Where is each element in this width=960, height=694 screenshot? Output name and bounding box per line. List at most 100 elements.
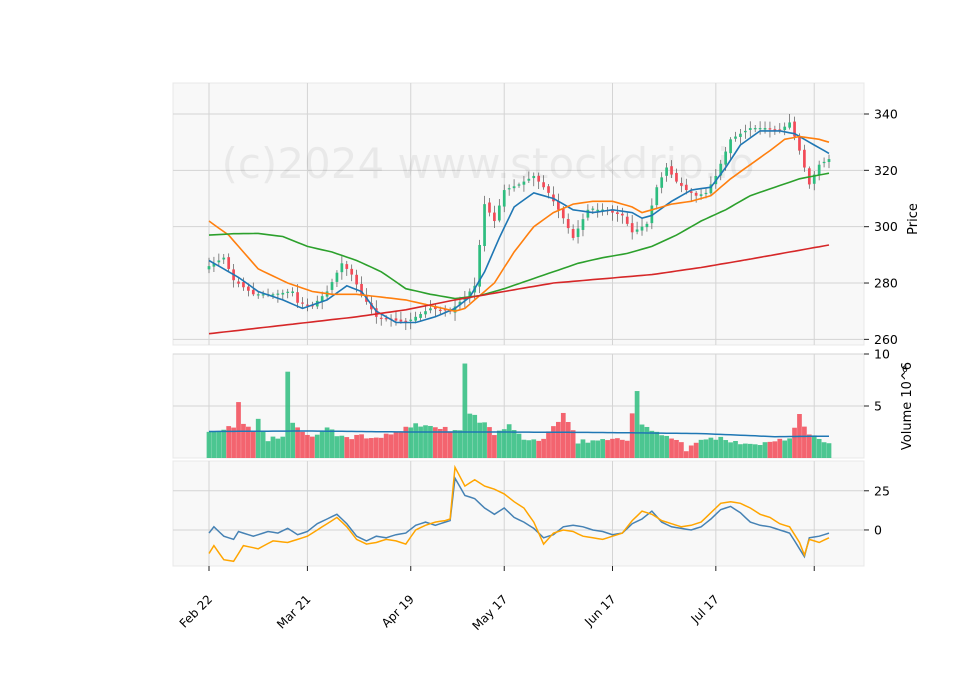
volume-bar — [762, 442, 768, 458]
volume-bar — [752, 444, 758, 458]
volume-bar — [738, 444, 743, 458]
volume-bar — [718, 436, 724, 458]
volume-average-line — [209, 430, 829, 438]
volume-bar — [496, 430, 502, 458]
candle-body — [261, 294, 265, 296]
volume-bar — [305, 434, 310, 458]
volume-bar — [742, 443, 748, 458]
candle-body — [409, 319, 413, 322]
candle-body — [630, 223, 634, 233]
candle-body — [827, 159, 831, 162]
x-tick-label: Jul 17 — [688, 592, 722, 626]
candle-body — [330, 282, 334, 290]
volume-bar — [482, 422, 487, 458]
volume-bar — [393, 431, 399, 458]
candle-body — [576, 228, 580, 237]
volume-bar — [270, 436, 276, 458]
candle-body — [433, 306, 437, 310]
candle-body — [640, 226, 644, 231]
watermark-text: (c)2024 www.stockdrip.io — [221, 139, 754, 188]
volume-bar — [595, 440, 601, 458]
volume-bar — [708, 437, 714, 458]
volume-bar — [590, 440, 596, 458]
volume-bar — [334, 436, 340, 458]
candle-body — [488, 202, 491, 213]
candle-body — [768, 128, 772, 130]
volume-bars — [206, 363, 832, 458]
volume-bar — [570, 430, 576, 458]
candle-body — [242, 282, 245, 288]
volume-bar — [246, 426, 251, 458]
candle-body — [414, 316, 418, 321]
volume-bar — [373, 437, 379, 458]
oscillator-line-b — [208, 464, 830, 563]
volume-bar — [216, 431, 222, 458]
candle-body — [719, 163, 723, 176]
volume-bar — [354, 434, 359, 458]
price-y-tick-label: 320 — [874, 163, 898, 178]
volume-bar — [378, 437, 384, 458]
volume-bar — [285, 371, 291, 458]
x-tick-label: Apr 19 — [379, 592, 417, 630]
volume-bar — [295, 427, 300, 458]
volume-bar — [526, 440, 532, 458]
volume-bar — [516, 433, 522, 458]
candle-body — [424, 311, 427, 315]
volume-bar — [324, 427, 330, 458]
volume-bar — [728, 442, 733, 458]
volume-bar — [639, 424, 645, 458]
candle-body — [724, 151, 728, 165]
candle-body — [680, 183, 683, 186]
volume-bar — [226, 426, 232, 458]
volume-bar — [674, 439, 679, 458]
candle-body — [817, 164, 821, 176]
price-y-tick-label: 260 — [874, 332, 898, 347]
candle-body — [532, 175, 536, 179]
candle-body — [635, 229, 639, 232]
volume-bar — [560, 412, 566, 458]
volume-bar — [580, 439, 586, 458]
volume-bar — [610, 438, 615, 458]
volume-bar — [314, 434, 320, 458]
volume-bar — [236, 402, 241, 458]
volume-bar — [428, 425, 433, 458]
volume-bar — [423, 425, 428, 458]
candle-body — [561, 208, 565, 219]
volume-bar — [388, 434, 394, 458]
volume-bar — [319, 431, 325, 458]
price-y-tick-label: 300 — [874, 219, 898, 234]
volume-bar — [344, 437, 350, 458]
candle-body — [571, 229, 575, 238]
volume-bar — [772, 441, 778, 458]
candle-body — [438, 309, 442, 311]
volume-bar — [683, 451, 689, 458]
volume-bar — [413, 423, 419, 458]
candle-body — [581, 219, 585, 230]
candle-body — [527, 178, 531, 181]
volume-bar — [713, 439, 719, 458]
candle-body — [812, 174, 816, 184]
volume-bar — [806, 434, 812, 458]
candle-body — [212, 263, 216, 267]
volume-bar — [511, 430, 517, 458]
candle-body — [645, 223, 649, 228]
candle-body — [276, 293, 280, 295]
volume-bar — [757, 445, 763, 458]
ma-fast-line — [208, 130, 830, 324]
candle-body — [709, 184, 713, 194]
candle-body — [207, 266, 211, 270]
volume-bar — [634, 391, 640, 458]
candle-body — [773, 129, 777, 131]
candle-body — [753, 128, 757, 130]
candle-body — [694, 192, 698, 196]
volume-bar — [309, 436, 315, 458]
candle-body — [739, 133, 742, 137]
volume-bar — [826, 443, 832, 458]
candle-body — [537, 175, 541, 182]
candle-body — [729, 139, 732, 154]
volume-bar — [329, 429, 335, 458]
volume-bar — [629, 413, 635, 458]
volume-bar — [442, 426, 448, 458]
candle-body — [453, 306, 457, 313]
candle-body — [345, 264, 349, 269]
